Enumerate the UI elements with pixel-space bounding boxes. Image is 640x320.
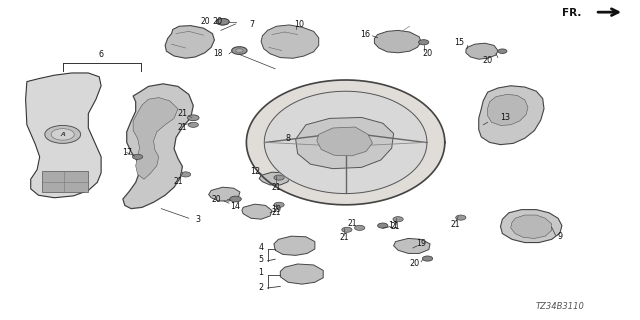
Circle shape: [378, 223, 388, 228]
Polygon shape: [280, 264, 323, 284]
Circle shape: [393, 217, 403, 222]
Circle shape: [188, 115, 199, 121]
Polygon shape: [511, 215, 552, 238]
Circle shape: [498, 49, 507, 53]
Text: 15: 15: [454, 38, 465, 47]
Circle shape: [216, 19, 229, 25]
Circle shape: [232, 47, 247, 54]
Text: 20: 20: [211, 195, 221, 204]
Polygon shape: [259, 172, 289, 185]
Polygon shape: [209, 187, 240, 201]
Text: 6: 6: [99, 50, 104, 59]
Text: 3: 3: [196, 215, 201, 224]
Circle shape: [236, 49, 243, 52]
Circle shape: [180, 172, 191, 177]
Text: A: A: [60, 132, 65, 137]
Circle shape: [422, 256, 433, 261]
Polygon shape: [264, 91, 427, 194]
Text: 21: 21: [391, 222, 400, 231]
Text: 20: 20: [483, 56, 493, 65]
Text: 9: 9: [557, 232, 563, 241]
Circle shape: [274, 202, 284, 207]
Text: 12: 12: [250, 167, 260, 176]
Polygon shape: [466, 43, 498, 59]
Circle shape: [456, 215, 466, 220]
Text: 21: 21: [340, 233, 349, 242]
Text: TZ34B3110: TZ34B3110: [536, 302, 584, 311]
Text: 20: 20: [212, 17, 223, 26]
Text: 14: 14: [230, 202, 241, 211]
Text: 16: 16: [360, 30, 370, 39]
Circle shape: [45, 125, 81, 143]
Text: 1: 1: [259, 268, 264, 277]
Polygon shape: [274, 236, 315, 255]
Text: 21: 21: [451, 220, 460, 229]
Text: 4: 4: [259, 243, 264, 252]
Text: 10: 10: [294, 20, 305, 29]
Text: 11: 11: [388, 221, 399, 230]
Polygon shape: [246, 80, 445, 205]
Polygon shape: [261, 25, 319, 58]
Text: 17: 17: [122, 148, 132, 156]
Text: 21: 21: [272, 208, 281, 217]
Text: 21: 21: [272, 183, 281, 192]
Text: 5: 5: [259, 255, 264, 264]
Polygon shape: [488, 94, 528, 125]
Text: 20: 20: [410, 259, 420, 268]
Polygon shape: [500, 210, 562, 243]
Polygon shape: [26, 73, 101, 198]
Text: 2: 2: [259, 283, 264, 292]
Polygon shape: [317, 127, 372, 156]
Polygon shape: [123, 84, 193, 209]
Polygon shape: [165, 26, 214, 58]
Polygon shape: [374, 30, 421, 53]
Polygon shape: [133, 98, 178, 179]
Text: 20: 20: [200, 17, 210, 26]
Text: FR.: FR.: [562, 8, 581, 18]
Text: 21: 21: [177, 109, 188, 118]
Text: 20: 20: [422, 49, 433, 58]
Text: 8: 8: [285, 134, 291, 143]
Text: 19: 19: [416, 239, 426, 248]
Text: 21: 21: [348, 220, 356, 228]
Circle shape: [132, 154, 143, 159]
Circle shape: [419, 40, 429, 45]
Text: 19: 19: [271, 205, 282, 214]
Polygon shape: [479, 86, 544, 145]
Text: 21: 21: [178, 123, 187, 132]
Text: 18: 18: [213, 49, 223, 58]
Circle shape: [51, 129, 74, 140]
Polygon shape: [242, 204, 272, 219]
Circle shape: [274, 175, 284, 180]
Text: 13: 13: [500, 113, 511, 122]
Circle shape: [216, 19, 229, 25]
Circle shape: [188, 122, 198, 127]
Polygon shape: [296, 117, 394, 169]
Polygon shape: [42, 171, 88, 192]
Circle shape: [355, 225, 365, 230]
Text: 21: 21: [173, 177, 182, 186]
Circle shape: [230, 196, 241, 202]
Circle shape: [342, 227, 352, 232]
Polygon shape: [394, 238, 430, 253]
Text: 7: 7: [249, 20, 254, 28]
